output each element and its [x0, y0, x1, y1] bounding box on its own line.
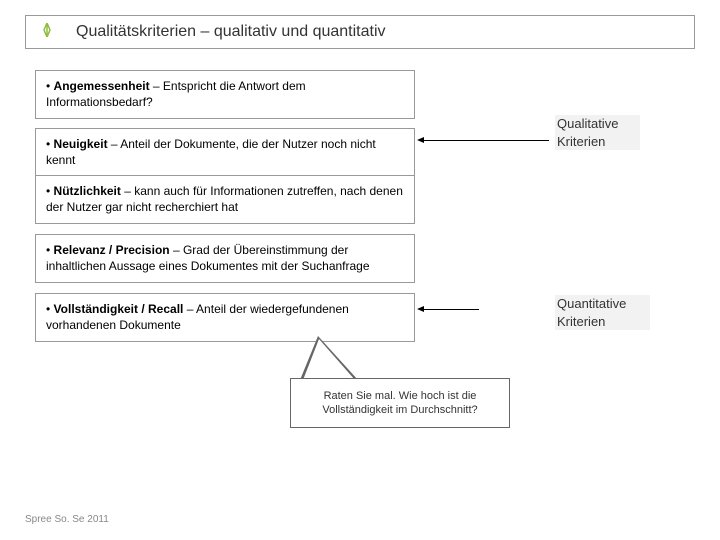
arrow-qualitative-head-icon	[417, 137, 424, 143]
arrow-qualitative-line	[424, 140, 549, 141]
criterion-box-nuetzlichkeit: • Nützlichkeit – kann auch für Informati…	[35, 175, 415, 224]
speech-bubble-tail-inner	[303, 339, 355, 380]
criterion-box-angemessenheit: • Angemessenheit – Entspricht die Antwor…	[35, 70, 415, 119]
slide-title: Qualitätskriterien – qualitativ und quan…	[76, 23, 386, 41]
label-qualitative: Qualitative Kriterien	[555, 115, 640, 150]
header-bullet-icon	[40, 23, 54, 42]
speech-bubble: Raten Sie mal. Wie hoch ist die Vollstän…	[290, 378, 510, 428]
slide-header: Qualitätskriterien – qualitativ und quan…	[25, 15, 695, 49]
slide-footer: Spree So. Se 2011	[25, 514, 109, 525]
criterion-box-relevanz: • Relevanz / Precision – Grad der Überei…	[35, 234, 415, 283]
speech-bubble-text: Raten Sie mal. Wie hoch ist die Vollstän…	[303, 389, 497, 418]
criterion-term: Neuigkeit	[54, 137, 108, 151]
criterion-box-vollstaendigkeit: • Vollständigkeit / Recall – Anteil der …	[35, 293, 415, 342]
criterion-term: Nützlichkeit	[54, 184, 121, 198]
arrow-quantitative-line	[424, 309, 479, 310]
criterion-term: Angemessenheit	[54, 79, 150, 93]
label-quantitative: Quantitative Kriterien	[555, 295, 650, 330]
criterion-box-neuigkeit: • Neuigkeit – Anteil der Dokumente, die …	[35, 128, 415, 177]
criterion-term: Vollständigkeit / Recall	[54, 302, 184, 316]
criterion-term: Relevanz / Precision	[54, 243, 170, 257]
arrow-quantitative-head-icon	[417, 306, 424, 312]
